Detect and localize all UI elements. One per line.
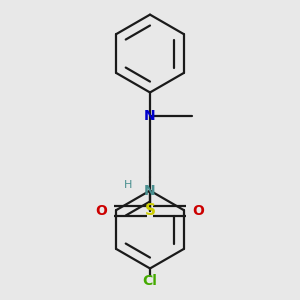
Text: Cl: Cl	[142, 274, 158, 288]
Text: O: O	[96, 204, 107, 218]
Text: H: H	[124, 179, 132, 190]
Text: O: O	[193, 204, 204, 218]
Text: N: N	[144, 109, 156, 123]
Text: S: S	[145, 203, 155, 218]
Text: N: N	[144, 184, 156, 198]
